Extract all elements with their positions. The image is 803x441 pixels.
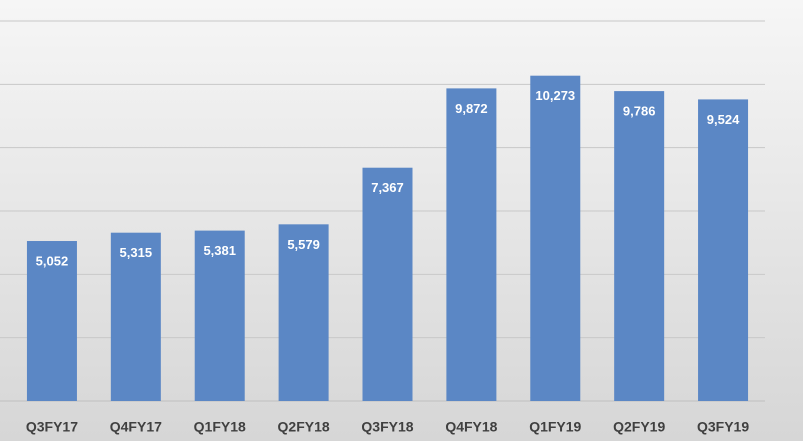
bar <box>362 167 413 401</box>
value-label: 9,524 <box>707 112 740 127</box>
x-tick-label: Q3FY18 <box>361 419 413 435</box>
value-label: 10,273 <box>535 88 575 103</box>
value-label: 9,872 <box>455 101 488 116</box>
x-tick-label: Q1FY19 <box>529 419 581 435</box>
value-label: 5,052 <box>36 253 69 268</box>
bar <box>278 224 329 401</box>
bar <box>446 88 497 402</box>
bar <box>26 241 77 401</box>
value-label: 5,315 <box>120 245 153 260</box>
bar <box>614 91 665 402</box>
value-label: 7,367 <box>371 180 404 195</box>
value-label: 9,786 <box>623 104 656 119</box>
bar <box>698 99 749 401</box>
bar <box>530 75 581 402</box>
x-tick-label: Q3FY19 <box>697 419 749 435</box>
value-label: 5,579 <box>287 237 320 252</box>
x-tick-label: Q1FY18 <box>194 419 246 435</box>
bar <box>194 230 245 401</box>
value-label: 5,381 <box>203 243 236 258</box>
x-tick-label: Q3FY17 <box>26 419 78 435</box>
bar <box>110 232 161 401</box>
x-tick-label: Q4FY17 <box>110 419 162 435</box>
x-tick-label: Q2FY19 <box>613 419 665 435</box>
x-tick-label: Q2FY18 <box>278 419 330 435</box>
x-tick-label: Q4FY18 <box>445 419 497 435</box>
